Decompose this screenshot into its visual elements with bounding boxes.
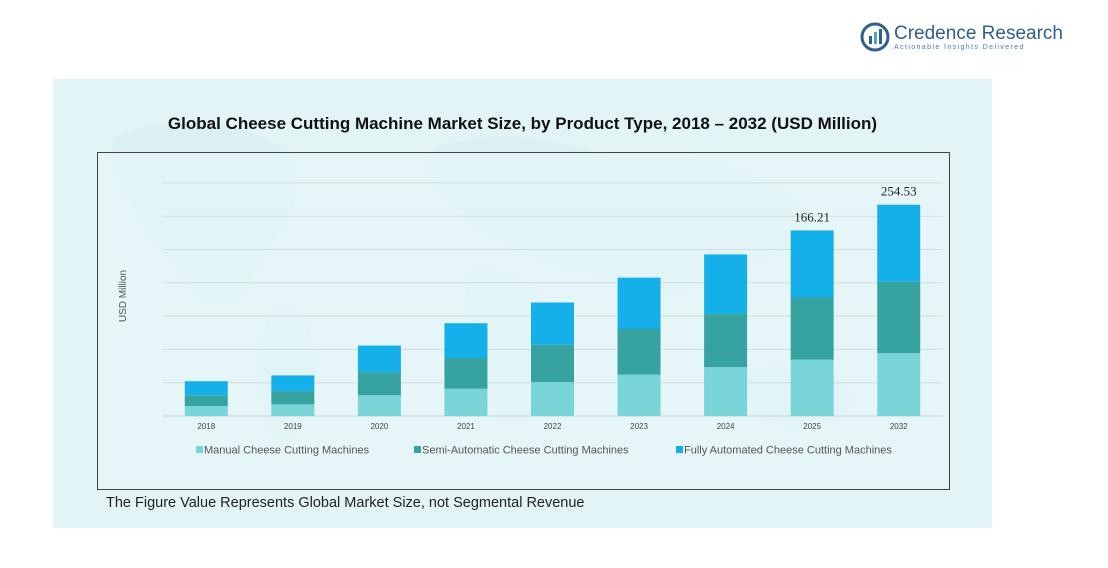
bar-segment bbox=[617, 329, 661, 375]
legend-swatch bbox=[676, 446, 683, 453]
data-label: 254.53 bbox=[881, 184, 917, 199]
chart-title: Global Cheese Cutting Machine Market Siz… bbox=[167, 114, 878, 133]
bar-segment bbox=[184, 381, 228, 396]
bar-segment bbox=[271, 404, 315, 416]
bar-segment bbox=[271, 375, 315, 392]
bar-segment bbox=[444, 358, 488, 389]
bar-segment bbox=[617, 374, 661, 416]
x-tick-label: 2018 bbox=[197, 422, 215, 431]
bar-segment bbox=[790, 230, 834, 298]
bar-segment bbox=[790, 359, 834, 416]
bar-segment bbox=[877, 353, 921, 416]
bar-segment bbox=[877, 281, 921, 354]
data-label: 166.21 bbox=[794, 209, 830, 224]
bar-segment bbox=[531, 302, 574, 345]
bar-segment bbox=[271, 391, 315, 405]
bar-segment bbox=[790, 297, 834, 360]
bar-segment bbox=[444, 323, 488, 358]
x-tick-label: 2032 bbox=[890, 422, 908, 431]
bar-segment bbox=[184, 395, 228, 407]
brand-name: Credence Research bbox=[894, 23, 1063, 44]
legend-label: Semi-Automatic Cheese Cutting Machines bbox=[422, 445, 629, 457]
legend-swatch bbox=[196, 446, 203, 453]
footnote: The Figure Value Represents Global Marke… bbox=[106, 495, 585, 511]
bar-segment bbox=[704, 367, 748, 416]
bar-segment bbox=[531, 344, 574, 383]
bar-segment bbox=[531, 382, 574, 416]
logo-icon bbox=[860, 22, 890, 52]
bar-segment bbox=[704, 314, 748, 368]
bar-segment bbox=[357, 345, 401, 373]
x-tick-label: 2025 bbox=[803, 422, 821, 431]
bar-segment bbox=[617, 277, 661, 329]
x-tick-label: 2020 bbox=[370, 422, 388, 431]
bar-segment bbox=[357, 395, 401, 416]
legend-label: Fully Automated Cheese Cutting Machines bbox=[684, 445, 892, 457]
x-tick-label: 2023 bbox=[630, 422, 648, 431]
brand-logo: Credence Research Actionable Insights De… bbox=[860, 22, 1063, 56]
bar-segment bbox=[444, 388, 488, 416]
bar-segment bbox=[704, 254, 748, 315]
legend-label: Manual Cheese Cutting Machines bbox=[204, 445, 370, 457]
x-tick-label: 2024 bbox=[717, 422, 735, 431]
x-tick-label: 2022 bbox=[544, 422, 562, 431]
brand-tagline: Actionable Insights Delivered bbox=[894, 44, 1025, 51]
x-tick-label: 2019 bbox=[284, 422, 302, 431]
x-tick-label: 2021 bbox=[457, 422, 475, 431]
bar-segment bbox=[184, 406, 228, 416]
y-axis-label: USD Million bbox=[118, 270, 129, 322]
legend-swatch bbox=[414, 446, 421, 453]
bar-segment bbox=[357, 372, 401, 396]
bar-segment bbox=[877, 204, 921, 282]
